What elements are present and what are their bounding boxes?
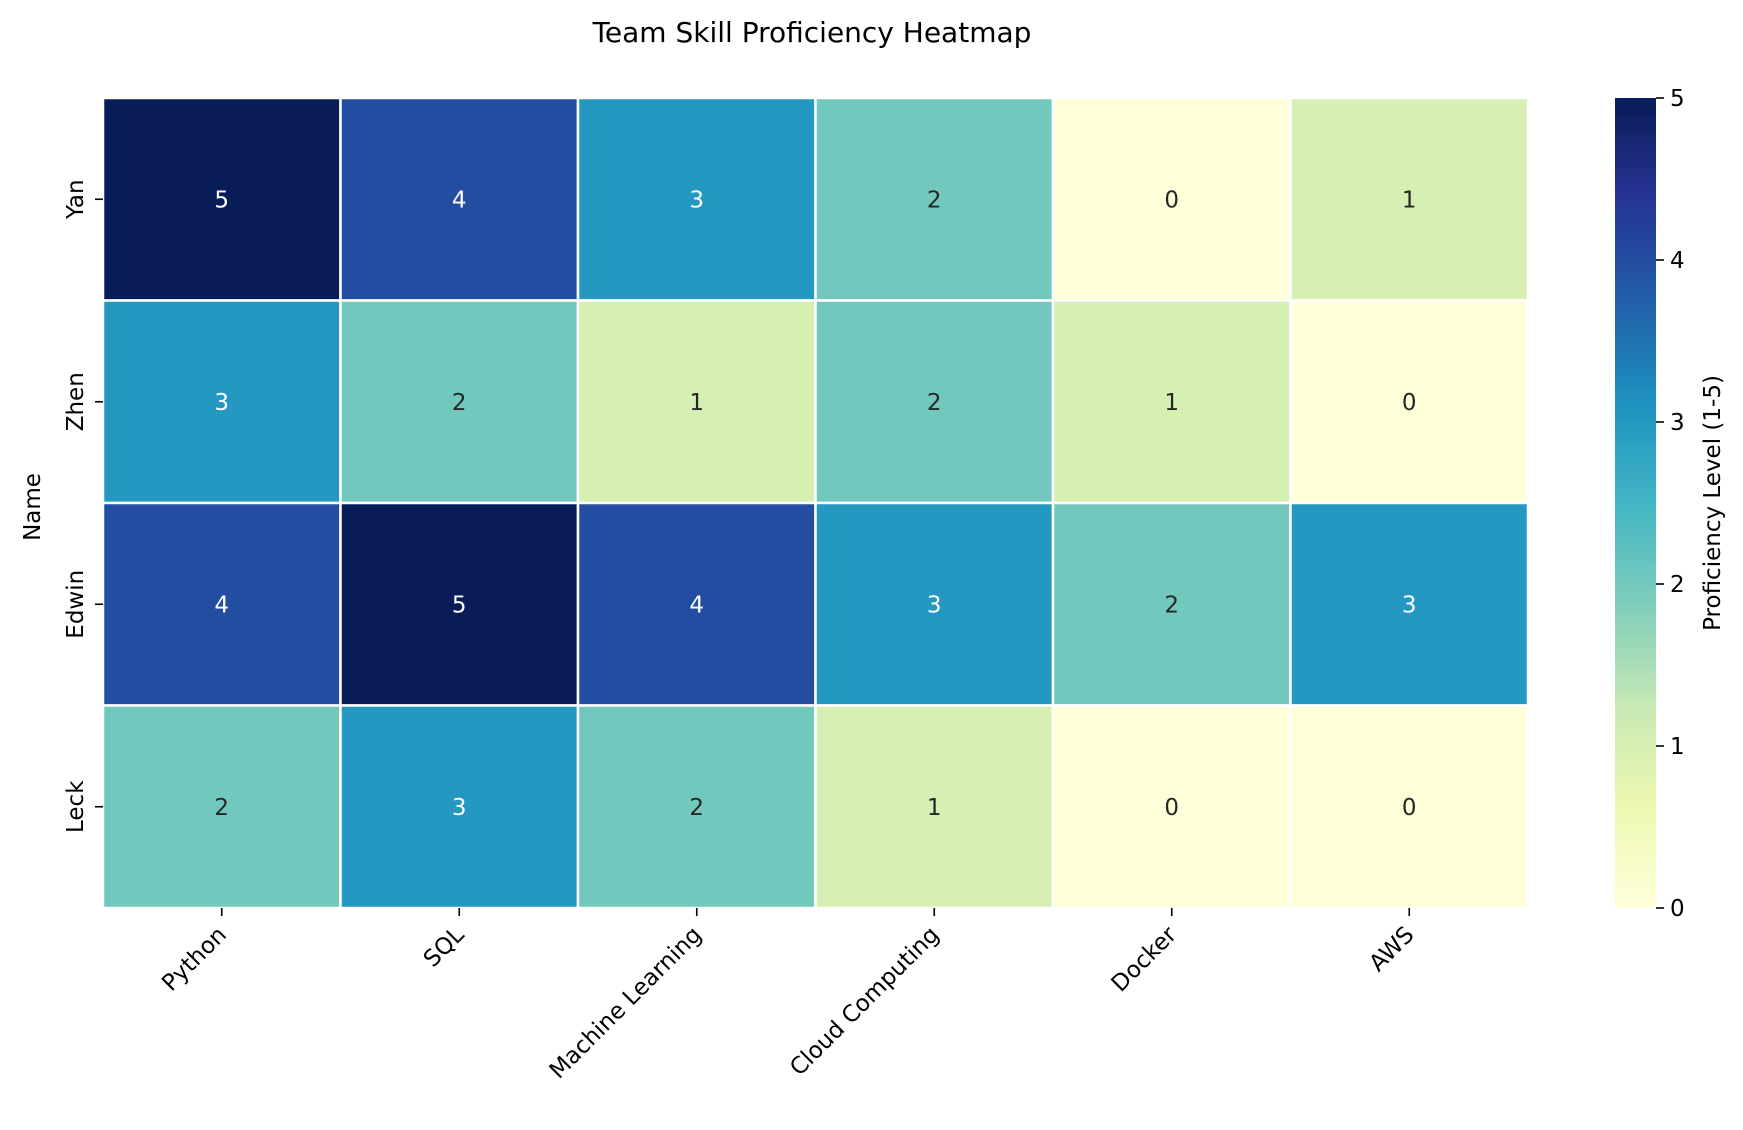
heatmap-cell (814, 704, 1055, 910)
x-tick-label: AWS (1364, 922, 1419, 977)
x-axis: Python SQL Machine Learning Cloud Computing… (157, 908, 1419, 1084)
y-tick-label: Leck (63, 780, 89, 833)
y-tick-label: Zhen (63, 372, 89, 431)
colorbar-ticks: 0 1 2 3 4 5 (1656, 86, 1685, 922)
cell-value-label: 3 (927, 592, 942, 618)
heatmap-cell (1051, 704, 1292, 910)
y-tick-label: Edwin (63, 570, 89, 639)
y-axis: Yan Zhen Edwin Leck (63, 179, 103, 833)
heatmap-cell (339, 96, 580, 302)
heatmap-cell (339, 704, 580, 910)
cell-value-label: 0 (1402, 795, 1417, 821)
cell-value-label: 3 (1402, 592, 1417, 618)
heatmap-cell (576, 704, 817, 910)
cell-value-label: 2 (927, 390, 942, 416)
heatmap-cell (339, 299, 580, 505)
heatmap-cell (101, 501, 342, 707)
cell-value-label: 0 (1164, 187, 1179, 213)
x-tick-label: SQL (419, 922, 470, 973)
cell-value-label: 2 (214, 795, 229, 821)
cell-value-label: 5 (452, 592, 467, 618)
cell-value-label: 2 (689, 795, 704, 821)
cell-value-label: 1 (1164, 390, 1179, 416)
heatmap-cell (814, 299, 1055, 505)
x-tick-label: Cloud Computing (785, 922, 944, 1081)
colorbar-label: Proficiency Level (1-5) (1700, 375, 1726, 631)
cell-value-label: 3 (452, 795, 467, 821)
heatmap-cells: 5 4 3 2 0 1 3 2 1 2 1 0 4 5 4 3 2 3 2 3 2 1 0 0 (101, 96, 1530, 910)
cell-value-label: 1 (1402, 187, 1417, 213)
cell-value-label: 3 (689, 187, 704, 213)
colorbar-tick-label: 3 (1670, 410, 1685, 436)
heatmap-cell (101, 704, 342, 910)
colorbar-tick-label: 5 (1670, 86, 1685, 112)
cell-value-label: 0 (1402, 390, 1417, 416)
colorbar (1615, 98, 1656, 908)
x-tick-label: Python (157, 922, 232, 997)
heatmap-cell (1289, 501, 1530, 707)
cell-value-label: 5 (214, 187, 229, 213)
cell-value-label: 4 (452, 187, 467, 213)
heatmap-cell (576, 501, 817, 707)
heatmap-cell (1289, 704, 1530, 910)
cell-value-label: 1 (689, 390, 704, 416)
heatmap-cell (1051, 501, 1292, 707)
cell-value-label: 4 (689, 592, 704, 618)
heatmap-cell (1051, 96, 1292, 302)
cell-value-label: 0 (1164, 795, 1179, 821)
y-axis-title: Name (20, 473, 46, 541)
cell-value-label: 2 (1164, 592, 1179, 618)
heatmap-cell (101, 96, 342, 302)
cell-value-label: 1 (927, 795, 942, 821)
heatmap-cell (339, 501, 580, 707)
cell-value-label: 2 (452, 390, 467, 416)
chart-title: Team Skill Proficiency Heatmap (592, 16, 1032, 49)
heatmap-cell (1289, 96, 1530, 302)
x-tick-label: Docker (1107, 921, 1183, 997)
heatmap-cell (1289, 299, 1530, 505)
colorbar-tick-label: 4 (1670, 248, 1685, 274)
colorbar-tick-label: 0 (1670, 896, 1685, 922)
colorbar-tick-label: 2 (1670, 572, 1685, 598)
heatmap-cell (576, 96, 817, 302)
cell-value-label: 3 (214, 390, 229, 416)
cell-value-label: 4 (214, 592, 229, 618)
heatmap-cell (814, 96, 1055, 302)
heatmap-cell (814, 501, 1055, 707)
colorbar-tick-label: 1 (1670, 734, 1685, 760)
cell-value-label: 2 (927, 187, 942, 213)
y-tick-label: Yan (63, 179, 89, 220)
x-tick-label: Machine Learning (545, 922, 707, 1084)
